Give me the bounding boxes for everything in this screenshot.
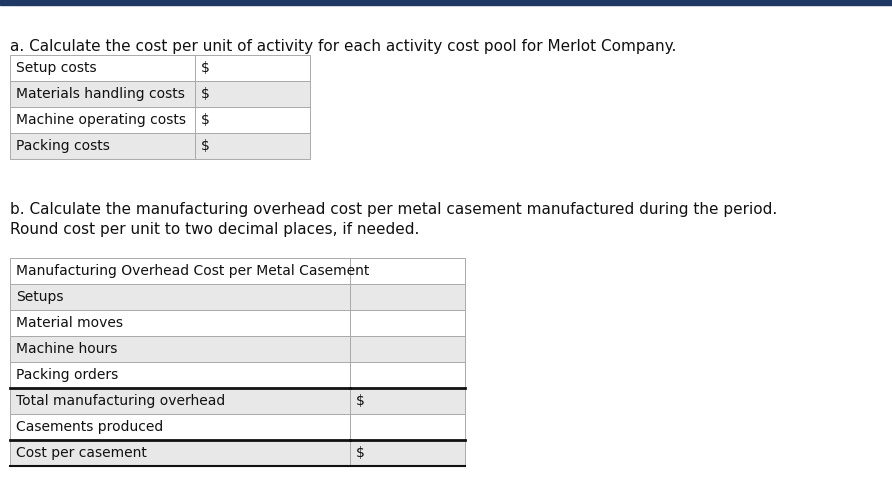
Text: $: $ bbox=[201, 87, 210, 101]
Text: Machine operating costs: Machine operating costs bbox=[16, 113, 186, 127]
Bar bbox=[10, 133, 195, 159]
Text: Setup costs: Setup costs bbox=[16, 61, 96, 75]
Bar bbox=[10, 81, 195, 107]
Text: Cost per casement: Cost per casement bbox=[16, 446, 147, 460]
Text: Packing orders: Packing orders bbox=[16, 368, 119, 382]
Text: Manufacturing Overhead Cost per Metal Casement: Manufacturing Overhead Cost per Metal Ca… bbox=[16, 264, 369, 278]
Text: Materials handling costs: Materials handling costs bbox=[16, 87, 185, 101]
Bar bbox=[10, 388, 350, 414]
Text: Packing costs: Packing costs bbox=[16, 139, 110, 153]
Text: Total manufacturing overhead: Total manufacturing overhead bbox=[16, 394, 226, 408]
Bar bbox=[195, 133, 310, 159]
Bar bbox=[10, 55, 195, 81]
Text: $: $ bbox=[201, 139, 210, 153]
Text: b. Calculate the manufacturing overhead cost per metal casement manufactured dur: b. Calculate the manufacturing overhead … bbox=[10, 202, 777, 217]
Bar bbox=[350, 284, 465, 310]
Bar bbox=[10, 284, 350, 310]
Bar bbox=[350, 388, 465, 414]
Bar bbox=[195, 55, 310, 81]
Text: Material moves: Material moves bbox=[16, 316, 123, 330]
Bar bbox=[10, 310, 350, 336]
Bar bbox=[195, 107, 310, 133]
Text: Round cost per unit to two decimal places, if needed.: Round cost per unit to two decimal place… bbox=[10, 222, 419, 237]
Bar bbox=[350, 414, 465, 440]
Text: $: $ bbox=[201, 61, 210, 75]
Bar bbox=[350, 258, 465, 284]
Bar bbox=[10, 414, 350, 440]
Bar bbox=[350, 362, 465, 388]
Bar bbox=[0, 0, 892, 5]
Text: Casements produced: Casements produced bbox=[16, 420, 163, 434]
Text: $: $ bbox=[356, 446, 365, 460]
Bar bbox=[350, 440, 465, 466]
Text: Setups: Setups bbox=[16, 290, 63, 304]
Bar bbox=[10, 258, 350, 284]
Text: a. Calculate the cost per unit of activity for each activity cost pool for Merlo: a. Calculate the cost per unit of activi… bbox=[10, 39, 676, 54]
Bar bbox=[10, 362, 350, 388]
Bar bbox=[195, 81, 310, 107]
Bar bbox=[350, 310, 465, 336]
Bar bbox=[350, 336, 465, 362]
Bar bbox=[10, 107, 195, 133]
Text: $: $ bbox=[356, 394, 365, 408]
Bar bbox=[10, 440, 350, 466]
Text: Machine hours: Machine hours bbox=[16, 342, 118, 356]
Bar bbox=[10, 336, 350, 362]
Text: $: $ bbox=[201, 113, 210, 127]
